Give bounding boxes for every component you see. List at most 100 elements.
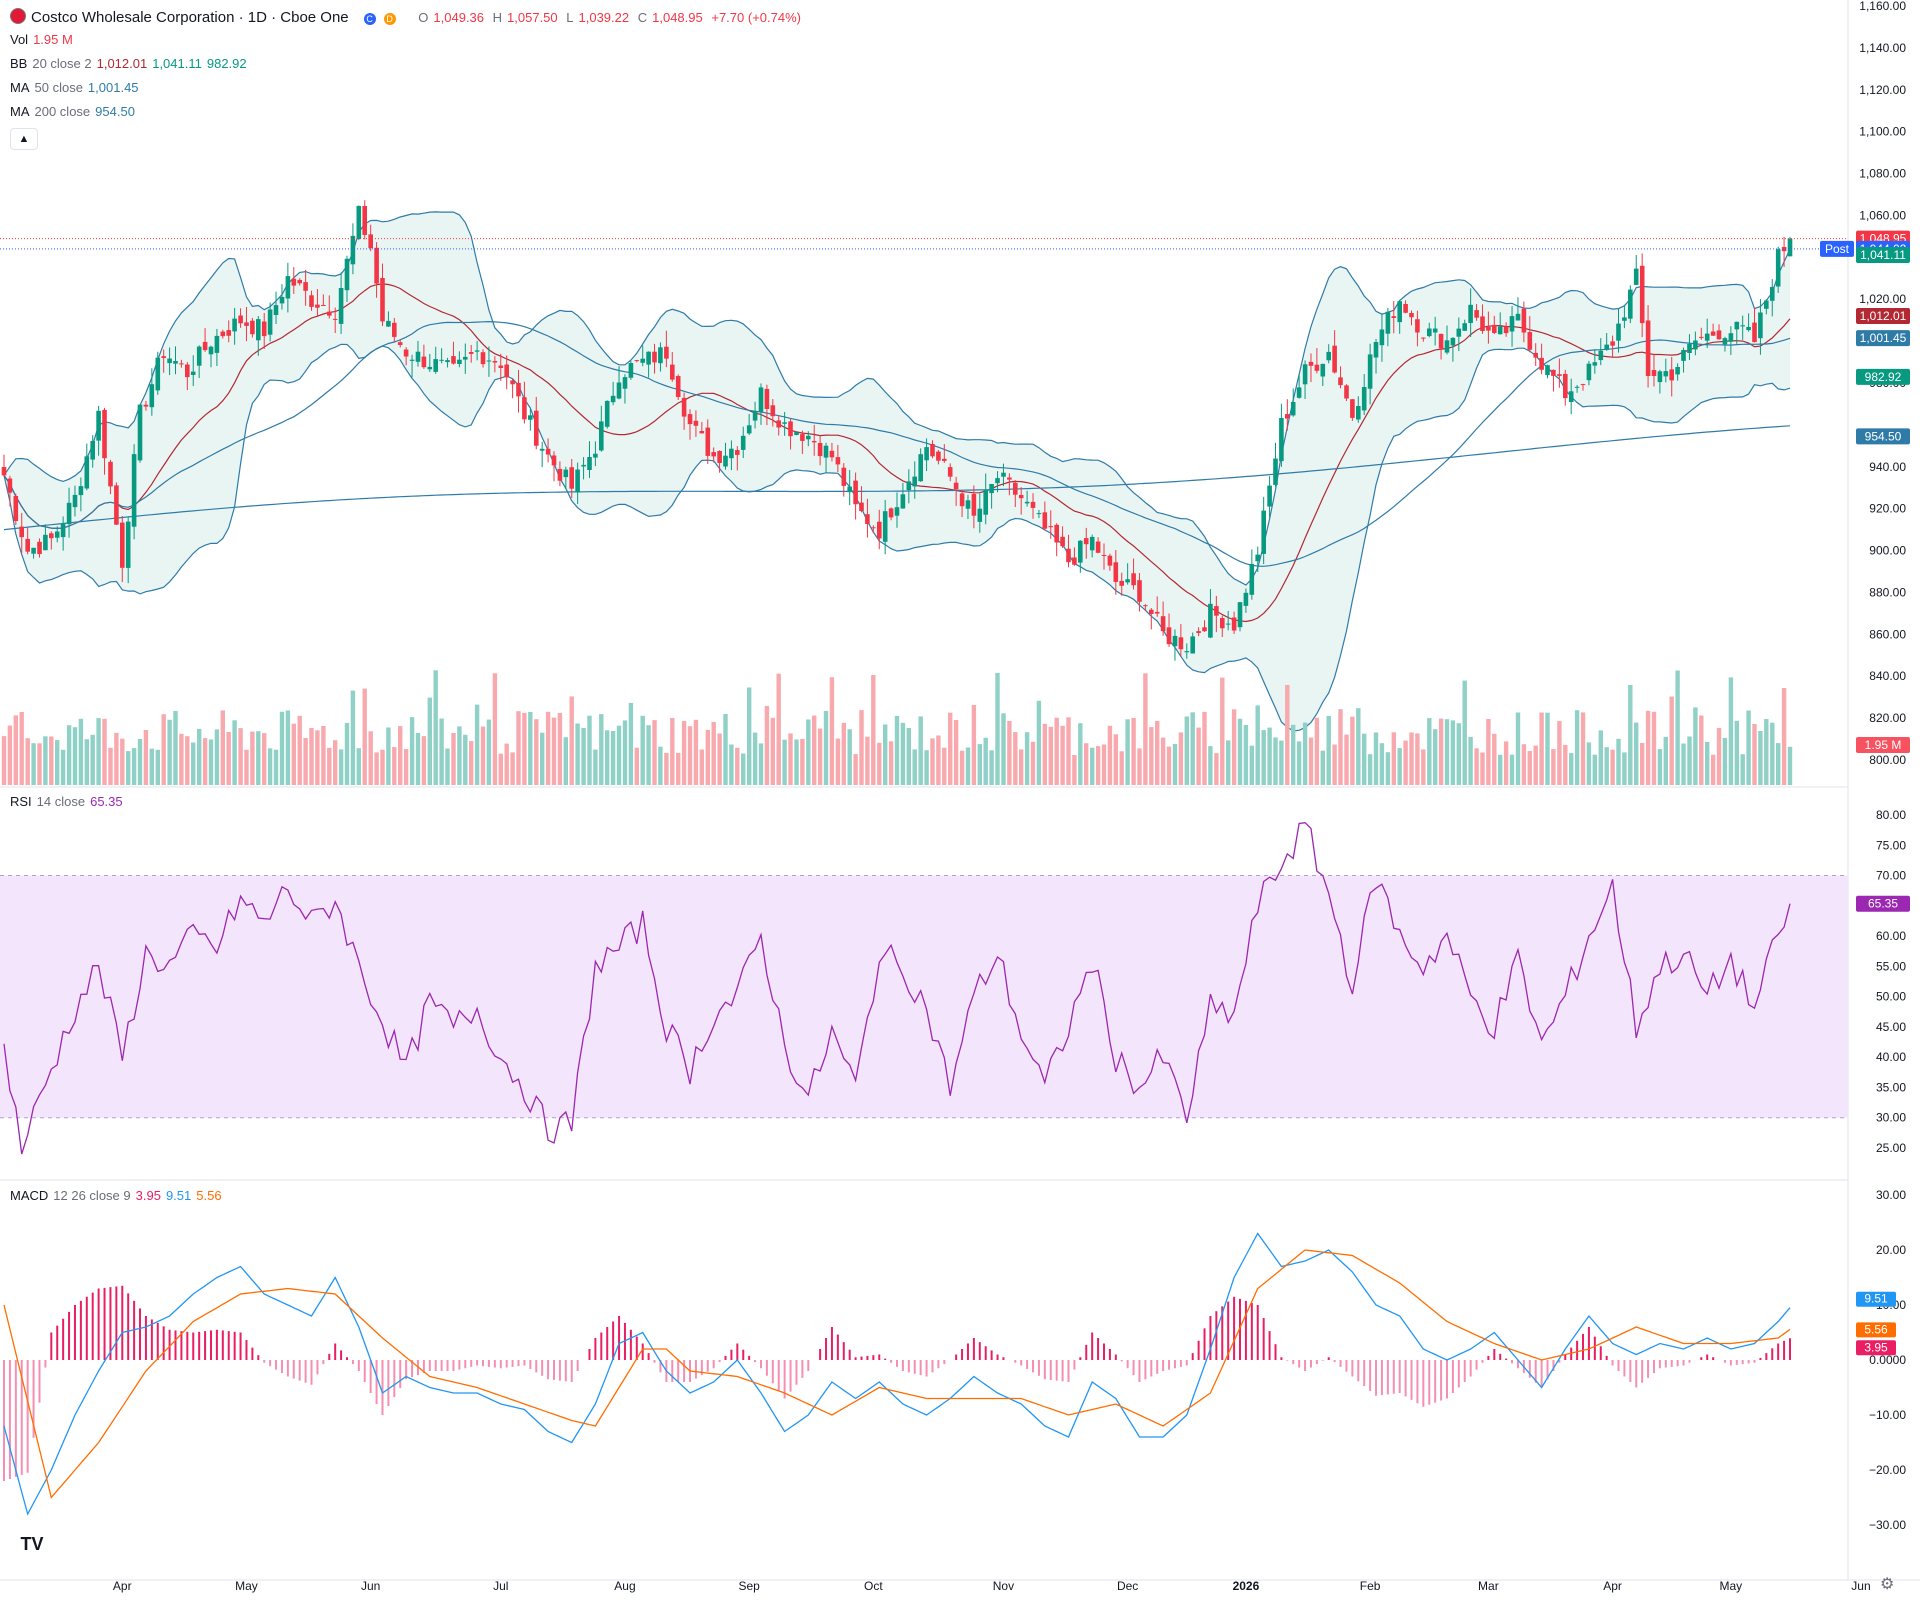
rsi-legend[interactable]: RSI 14 close 65.35 xyxy=(10,794,128,810)
candle-body xyxy=(96,410,101,441)
volume-bar xyxy=(13,715,18,785)
volume-bar xyxy=(894,715,900,785)
candle-body xyxy=(1681,350,1686,361)
volume-bar xyxy=(1474,748,1479,785)
volume-bar xyxy=(1764,719,1769,785)
volume-bar xyxy=(557,712,563,785)
macd-tick-label: −30.00 xyxy=(1869,1518,1906,1532)
candle xyxy=(1314,348,1320,374)
candle xyxy=(942,444,947,463)
symbol-legend[interactable]: Costco Wholesale Corporation · 1D · Cboe… xyxy=(10,8,806,26)
volume-bar xyxy=(699,749,704,785)
volume-bar xyxy=(1468,736,1473,785)
candle-body xyxy=(1438,333,1444,349)
candle-body xyxy=(965,500,971,509)
collapse-legend-button[interactable]: ▲ xyxy=(10,128,38,150)
candle-body xyxy=(1427,328,1432,337)
candle xyxy=(31,547,36,559)
candle-body xyxy=(1468,304,1473,323)
volume-bar xyxy=(545,711,551,785)
volume-bar xyxy=(256,731,261,785)
candle xyxy=(640,345,645,367)
candle-body xyxy=(1775,249,1781,287)
ma50-legend[interactable]: MA 50 close 1,001.45 xyxy=(10,80,144,96)
rsi-tick-label: 40.00 xyxy=(1876,1050,1906,1064)
chevron-up-icon: ▲ xyxy=(18,133,30,145)
volume-bar xyxy=(362,688,367,785)
candle-body xyxy=(983,489,988,515)
volume-bar xyxy=(587,715,592,785)
volume-bar xyxy=(31,743,36,785)
candle xyxy=(1066,534,1071,568)
volume-bar xyxy=(687,726,693,785)
volume-bar xyxy=(291,723,296,785)
candle xyxy=(1350,399,1355,421)
candle-body xyxy=(1172,635,1178,647)
candle xyxy=(60,516,66,551)
volume-bar xyxy=(143,730,149,785)
candle xyxy=(1154,596,1160,617)
candle xyxy=(1149,608,1154,630)
candle-body xyxy=(947,467,953,477)
candle-body xyxy=(1007,477,1012,480)
candle xyxy=(1042,501,1048,531)
candle xyxy=(1273,442,1278,487)
candle xyxy=(457,351,462,368)
volume-bar xyxy=(1385,752,1391,785)
candle-body xyxy=(729,448,734,459)
gear-icon[interactable]: ⚙ xyxy=(1880,1576,1895,1593)
candle xyxy=(1107,553,1113,571)
candle-body xyxy=(31,547,36,554)
ma200-legend[interactable]: MA 200 close 954.50 xyxy=(10,104,140,120)
candle xyxy=(439,348,444,364)
volume-bar xyxy=(344,723,350,785)
candle-body xyxy=(1231,617,1237,631)
candle xyxy=(297,278,302,286)
volume-legend[interactable]: Vol 1.95 M xyxy=(10,32,78,48)
candle-body xyxy=(823,445,829,458)
candle xyxy=(1296,374,1302,399)
low-label: L xyxy=(566,10,574,25)
tradingview-logo-icon[interactable]: TV xyxy=(12,1524,52,1564)
time-tick-label: Jun xyxy=(1851,1579,1870,1593)
candle-body xyxy=(332,318,338,320)
candle-body xyxy=(551,455,557,466)
volume-bar xyxy=(350,690,356,785)
bb-legend[interactable]: BB 20 close 2 1,012.01 1,041.11 982.92 xyxy=(10,56,252,72)
volume-bar xyxy=(1308,737,1314,785)
volume-bar xyxy=(936,735,941,785)
volume-bar xyxy=(829,677,835,785)
candle xyxy=(1072,547,1077,566)
macd-legend[interactable]: MACD 12 26 close 9 3.95 9.51 5.56 xyxy=(10,1188,227,1204)
volume-bar xyxy=(179,733,184,785)
candle xyxy=(386,311,391,327)
candle-body xyxy=(1444,340,1450,353)
volume-bar xyxy=(1722,737,1728,785)
volume-bar xyxy=(900,722,906,785)
candle-body xyxy=(835,457,841,465)
candle xyxy=(610,381,616,406)
candle-body xyxy=(746,425,752,434)
volume-bar xyxy=(1072,755,1077,785)
candle-body xyxy=(888,508,894,518)
candle xyxy=(327,295,332,319)
last-value-label: 1.95 M xyxy=(1865,738,1902,752)
candle xyxy=(1633,255,1639,286)
volume-bar xyxy=(1716,727,1722,785)
candle xyxy=(740,426,746,458)
volume-bar xyxy=(1362,733,1367,785)
candle xyxy=(66,487,72,538)
candle xyxy=(344,255,350,303)
candle xyxy=(859,486,864,513)
candle xyxy=(1527,316,1533,353)
candle-body xyxy=(977,508,983,522)
rsi-tick-label: 70.00 xyxy=(1876,869,1906,883)
candle-body xyxy=(1563,373,1568,399)
volume-bar xyxy=(764,705,770,785)
candle xyxy=(599,405,604,452)
candle-body xyxy=(1764,300,1769,309)
candle xyxy=(1450,337,1456,362)
symbol-title[interactable]: Costco Wholesale Corporation · 1D · Cboe… xyxy=(31,9,349,26)
candle xyxy=(409,354,415,378)
